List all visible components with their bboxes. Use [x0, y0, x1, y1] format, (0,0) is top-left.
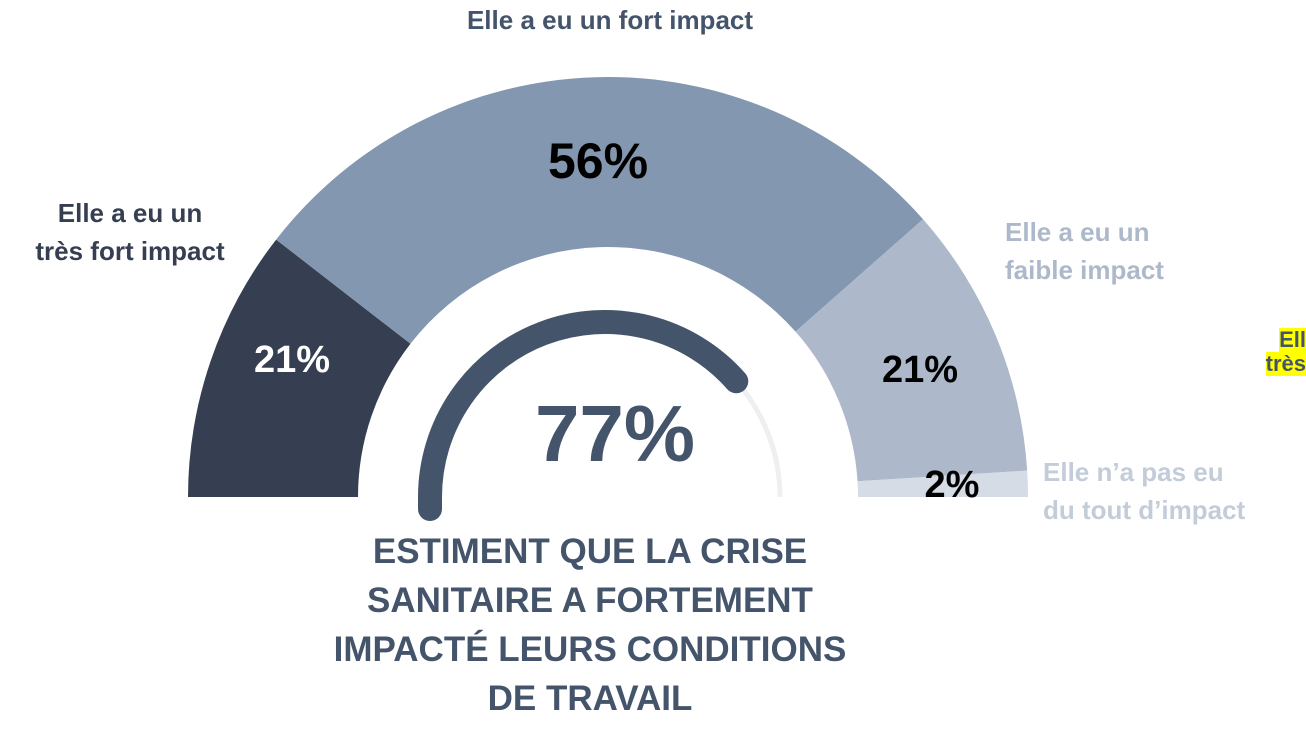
annotation: Ell — [1279, 327, 1306, 353]
annotation: très — [1265, 351, 1306, 377]
segment — [857, 470, 1028, 497]
value-label: 2% — [925, 464, 980, 506]
segment — [188, 239, 411, 497]
category-label: Elle a eu un très fort impact — [35, 198, 225, 266]
value-label: 21% — [254, 339, 330, 381]
segment — [795, 219, 1028, 482]
category-label: Elle a eu un fort impact — [466, 5, 754, 35]
value-label: 56% — [548, 133, 648, 189]
gauge-arc — [418, 310, 749, 521]
segment — [276, 77, 924, 344]
subtitle: ESTIMENT QUE LA CRISE SANITAIRE A FORTEM… — [333, 532, 847, 718]
category-label: Elle n’a pas eu du tout d’impact — [1043, 457, 1246, 525]
category-label: Elle a eu un faible impact — [1005, 217, 1164, 285]
value-label: 21% — [882, 349, 958, 391]
gauge-label: 77% — [535, 389, 695, 478]
